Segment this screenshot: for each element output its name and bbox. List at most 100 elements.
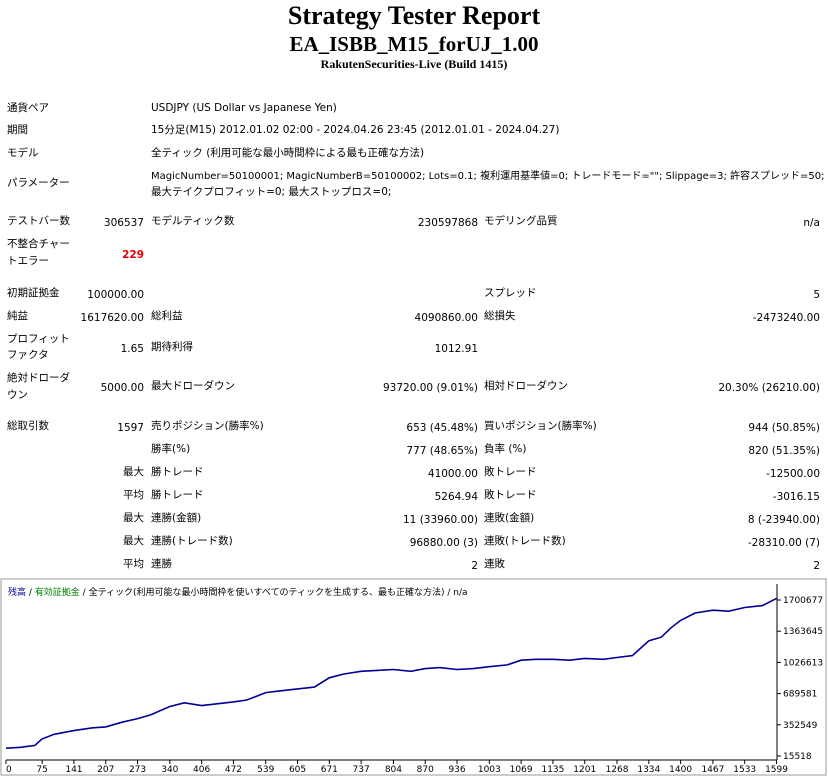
x-tick-label: 671 <box>321 765 338 775</box>
x-tick-label: 1400 <box>669 765 692 775</box>
avg-win-label: 勝トレード <box>151 489 204 501</box>
x-tick-label: 273 <box>129 765 146 775</box>
legend-model: 全ティック(利用可能な最小時間枠を使いすべてのティックを生成する、最も正確な方法… <box>88 588 445 598</box>
y-ticks: 15518 352549 689581 1026613 1363645 1700677 <box>777 596 823 762</box>
mismatch-label-2: トエラー <box>7 255 49 267</box>
largest-loss-value: -12500.00 <box>766 468 820 480</box>
avg-cons-wins-label: 連勝 <box>151 558 172 570</box>
gross-profit-label: 総利益 <box>151 310 183 322</box>
long-positions-value: 944 (50.85%) <box>748 422 820 434</box>
profit-factor-value: 1.65 <box>120 343 144 355</box>
x-tick-label: 207 <box>97 765 114 775</box>
x-tick-label: 1201 <box>573 765 596 775</box>
x-tick-label: 1533 <box>733 765 756 775</box>
avg-cons-wins-value: 2 <box>471 560 478 572</box>
largest-win-value: 41000.00 <box>427 468 478 480</box>
net-profit-label: 純益 <box>7 310 28 322</box>
legend-equity: 有効証拠金 <box>34 588 80 598</box>
spread-label: スプレッド <box>484 287 537 299</box>
legend-quality: n/a <box>453 588 468 598</box>
mismatch-value: 229 <box>122 249 144 261</box>
net-profit-value: 1617620.00 <box>80 312 144 324</box>
ticks-label: モデルティック数 <box>151 215 235 227</box>
gross-profit-value: 4090860.00 <box>414 312 478 324</box>
abs-drawdown-label-2: ウン <box>7 389 28 401</box>
quality-value: n/a <box>803 217 820 229</box>
max-drawdown-label: 最大ドローダウン <box>151 380 235 392</box>
pair-label: 通貨ペア <box>7 102 49 114</box>
total-trades-label: 総取引数 <box>7 420 49 432</box>
win-rate-label: 勝率(%) <box>151 443 191 455</box>
y-tick-label: 352549 <box>783 721 818 731</box>
y-tick-label: 1700677 <box>783 596 823 606</box>
pair-value: USDJPY (US Dollar vs Japanese Yen) <box>151 102 337 114</box>
legend-balance: 残高 <box>8 588 27 598</box>
x-tick-label: 936 <box>448 765 465 775</box>
cons-losses-count-value: -28310.00 (7) <box>747 537 820 549</box>
avg-win-value: 5264.94 <box>434 491 478 503</box>
legend-separator: / <box>444 588 454 598</box>
avg-loss-value: -3016.15 <box>772 491 820 503</box>
chart-frame <box>0 578 827 776</box>
cons-wins-amount-value: 11 (33960.00) <box>403 514 478 526</box>
x-tick-label: 870 <box>417 765 434 775</box>
loss-rate-label: 負率 (%) <box>484 443 527 455</box>
average-word: 平均 <box>123 558 144 570</box>
gross-loss-label: 総損失 <box>484 310 516 322</box>
quality-label: モデリング品質 <box>484 215 558 227</box>
gross-loss-value: -2473240.00 <box>752 312 820 324</box>
expert-name: EA_ISBB_M15_forUJ_1.00 <box>289 32 539 56</box>
x-tick-label: 1268 <box>606 765 629 775</box>
cons-wins-amount-label: 連勝(金額) <box>151 512 202 524</box>
x-tick-label: 605 <box>289 765 306 775</box>
avg-cons-losses-value: 2 <box>813 560 820 572</box>
cons-wins-count-value: 96880.00 (3) <box>409 537 478 549</box>
period-value: 15分足(M15) 2012.01.02 02:00 - 2024.04.26 … <box>151 124 560 136</box>
short-positions-label: 売りポジション(勝率%) <box>151 420 264 432</box>
balance-chart: 0 75 141 207 273 340 406 472 539 605 671 737 804 870 9… <box>0 578 827 776</box>
x-tick-label: 1467 <box>701 765 724 775</box>
avg-loss-label: 敗トレード <box>484 489 537 501</box>
x-tick-label: 1003 <box>478 765 501 775</box>
x-tick-label: 1069 <box>510 765 533 775</box>
chart-legend: 残高 / 有効証拠金 / 全ティック(利用可能な最小時間枠を使いすべてのティック… <box>8 585 468 598</box>
cons-losses-count-label: 連敗(トレード数) <box>484 535 566 547</box>
largest-word: 最大 <box>123 466 144 478</box>
max-word: 最大 <box>123 535 144 547</box>
deposit-value: 100000.00 <box>87 289 144 301</box>
x-tick-label: 0 <box>6 765 12 775</box>
server-name: RakutenSecurities-Live (Build 1415) <box>320 57 508 71</box>
spread-value: 5 <box>813 289 820 301</box>
x-ticks: 0 75 141 207 273 340 406 472 539 605 671 737 804 870 9… <box>5 760 788 775</box>
y-tick-label: 1363645 <box>783 627 823 637</box>
x-tick-label: 472 <box>225 765 242 775</box>
cons-losses-amount-value: 8 (-23940.00) <box>747 514 820 526</box>
rel-drawdown-value: 20.30% (26210.00) <box>718 382 820 394</box>
cons-wins-count-label: 連勝(トレード数) <box>151 535 233 547</box>
x-tick-label: 75 <box>36 765 47 775</box>
model-value: 全ティック (利用可能な最小時間枠による最も正確な方法) <box>151 147 425 159</box>
expected-payoff-label: 期待利得 <box>151 341 193 353</box>
x-tick-label: 804 <box>385 765 402 775</box>
abs-drawdown-label-1: 絶対ドローダ <box>7 372 70 384</box>
x-tick-label: 737 <box>353 765 370 775</box>
mismatch-label-1: 不整合チャー <box>7 238 70 250</box>
period-label: 期間 <box>7 124 28 136</box>
ticks-value: 230597868 <box>417 217 478 229</box>
long-positions-label: 買いポジション(勝率%) <box>484 420 597 432</box>
largest-win-label: 勝トレード <box>151 466 204 478</box>
x-tick-label: 406 <box>193 765 210 775</box>
model-label: モデル <box>7 147 39 159</box>
bars-value: 306537 <box>103 217 144 229</box>
legend-separator: / <box>26 588 35 598</box>
params-label: パラメーター <box>7 177 70 189</box>
rel-drawdown-label: 相対ドローダウン <box>484 380 568 392</box>
cons-losses-amount-label: 連敗(金額) <box>484 512 535 524</box>
y-tick-label: 1026613 <box>783 658 823 668</box>
params-line-2: 最大テイクプロフィット=0; 最大ストップロス=0; <box>151 186 392 198</box>
total-trades-value: 1597 <box>117 422 144 434</box>
short-positions-value: 653 (45.48%) <box>406 422 478 434</box>
x-tick-label: 539 <box>257 765 274 775</box>
legend-separator: / <box>79 588 89 598</box>
y-tick-label: 15518 <box>783 752 812 762</box>
